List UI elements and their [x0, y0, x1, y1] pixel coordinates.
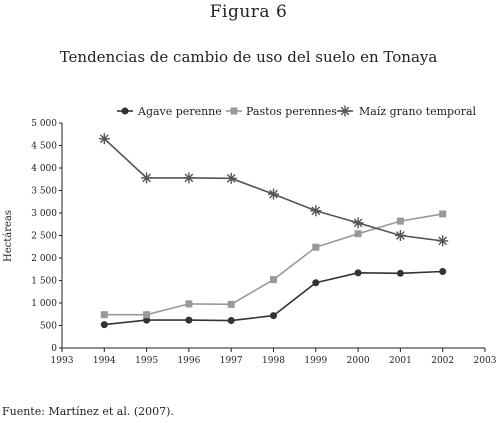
data-point-3 [268, 188, 279, 200]
data-point-3 [141, 172, 153, 184]
data-point-2 [396, 217, 404, 225]
data-point-3 [98, 133, 110, 145]
data-point-1 [439, 268, 447, 275]
x-tick-label: 1993 [51, 356, 74, 366]
x-tick-label: 2000 [347, 356, 370, 366]
y-tick-label: 3 500 [31, 187, 57, 197]
x-tick-label: 2003 [474, 356, 497, 366]
y-tick-label: 1 500 [31, 277, 57, 287]
y-tick-label: 1 000 [31, 299, 57, 309]
figure-label: Figura 6 [209, 2, 288, 22]
data-point-1 [185, 316, 193, 324]
legend-marker-3 [339, 105, 351, 117]
data-point-2 [354, 230, 362, 238]
data-point-1 [270, 312, 277, 320]
data-point-3 [437, 235, 449, 247]
y-tick-label: 3 000 [31, 209, 57, 219]
data-point-1 [143, 316, 151, 324]
x-tick-label: 1995 [135, 356, 158, 366]
legend-marker-1 [121, 107, 129, 115]
y-axis-label: Hectáreas [3, 210, 14, 262]
x-axis-ticks: 1993 1994 1995 1996 1997 1998 1999 2000 2001 2002… [51, 348, 497, 366]
source-note: Fuente: Martínez et al. (2007). [2, 405, 174, 418]
x-tick-label: 2002 [431, 356, 454, 366]
data-point-2 [227, 300, 235, 308]
data-point-2 [270, 276, 277, 284]
data-point-3 [225, 172, 237, 184]
data-point-3 [394, 230, 406, 241]
y-axis-ticks: 0 500 1 000 1 500 2 000 2 500 3 000 3 500 4 000 4… [31, 119, 62, 354]
data-point-2 [185, 300, 193, 308]
x-tick-label: 1998 [262, 356, 285, 366]
data-point-2 [143, 311, 151, 319]
y-tick-label: 500 [40, 322, 57, 332]
chart-title: Tendencias de cambio de uso del suelo en… [59, 48, 438, 66]
data-point-3 [183, 172, 195, 184]
legend-marker-2 [230, 107, 238, 115]
data-point-1 [100, 321, 108, 329]
x-tick-label: 1996 [177, 356, 200, 366]
data-point-2 [100, 311, 108, 319]
data-point-3 [352, 217, 364, 229]
y-tick-label: 2 500 [31, 232, 57, 242]
y-tick-label: 5 000 [31, 119, 57, 129]
data-point-1 [227, 317, 235, 325]
y-tick-label: 4 500 [31, 142, 57, 152]
legend-label-1: Agave perenne [137, 105, 222, 118]
legend: Agave perenne Pastos perennes Maíz grano t… [117, 105, 477, 118]
data-point-1 [354, 269, 362, 277]
data-point-1 [396, 269, 404, 277]
legend-label-3: Maíz grano temporal [359, 105, 477, 118]
x-tick-label: 1997 [220, 356, 243, 366]
data-point-3 [310, 205, 322, 217]
y-tick-label: 2 000 [31, 254, 57, 264]
series-group [98, 133, 449, 329]
series-line-2 [104, 213, 443, 316]
data-point-2 [439, 210, 447, 218]
data-point-2 [312, 243, 320, 251]
y-tick-label: 0 [51, 344, 57, 354]
x-tick-label: 1994 [93, 356, 116, 366]
y-tick-label: 4 000 [31, 164, 57, 174]
data-point-1 [312, 279, 320, 287]
x-tick-label: 1999 [304, 356, 327, 366]
legend-label-2: Pastos perennes [246, 105, 337, 118]
x-tick-label: 2001 [389, 356, 412, 366]
